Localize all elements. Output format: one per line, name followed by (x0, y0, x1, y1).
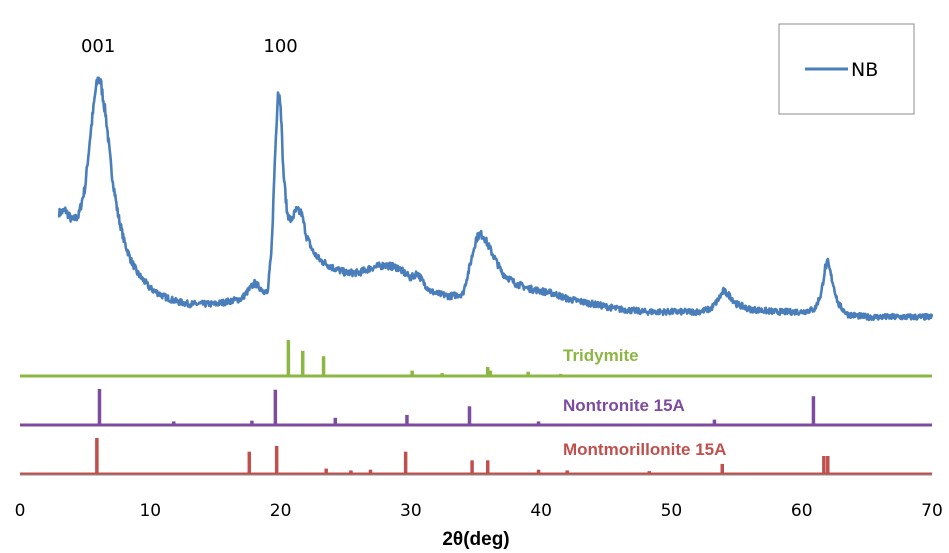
series-line-nb (57, 76, 934, 322)
nb-series (57, 76, 934, 322)
peak-annotation: 001 (81, 36, 115, 57)
peak-annotations: 001 100 (81, 36, 298, 57)
reference-label: Nontronite 15A (563, 396, 685, 415)
legend: NB (778, 23, 915, 115)
x-tick-label: 20 (270, 501, 292, 521)
x-tick-label: 10 (139, 501, 161, 521)
x-tick-label: 60 (791, 501, 813, 521)
x-axis-label: 2θ(deg) (442, 529, 509, 550)
x-tick-label: 50 (661, 501, 683, 521)
reference-patterns: Tridymite Nontronite 15A Montmorillonite 1… (20, 340, 932, 476)
reference-label: Tridymite (563, 346, 639, 365)
x-tick-label: 40 (530, 501, 552, 521)
reference-label: Montmorillonite 15A (563, 440, 726, 459)
x-tick-label: 30 (400, 501, 422, 521)
peak-annotation: 100 (263, 36, 297, 57)
x-tick-labels: 0 10 20 30 40 50 60 70 (15, 501, 943, 521)
x-tick-label: 0 (15, 501, 26, 521)
x-tick-label: 70 (921, 501, 943, 521)
legend-label-nb: NB (851, 59, 878, 81)
